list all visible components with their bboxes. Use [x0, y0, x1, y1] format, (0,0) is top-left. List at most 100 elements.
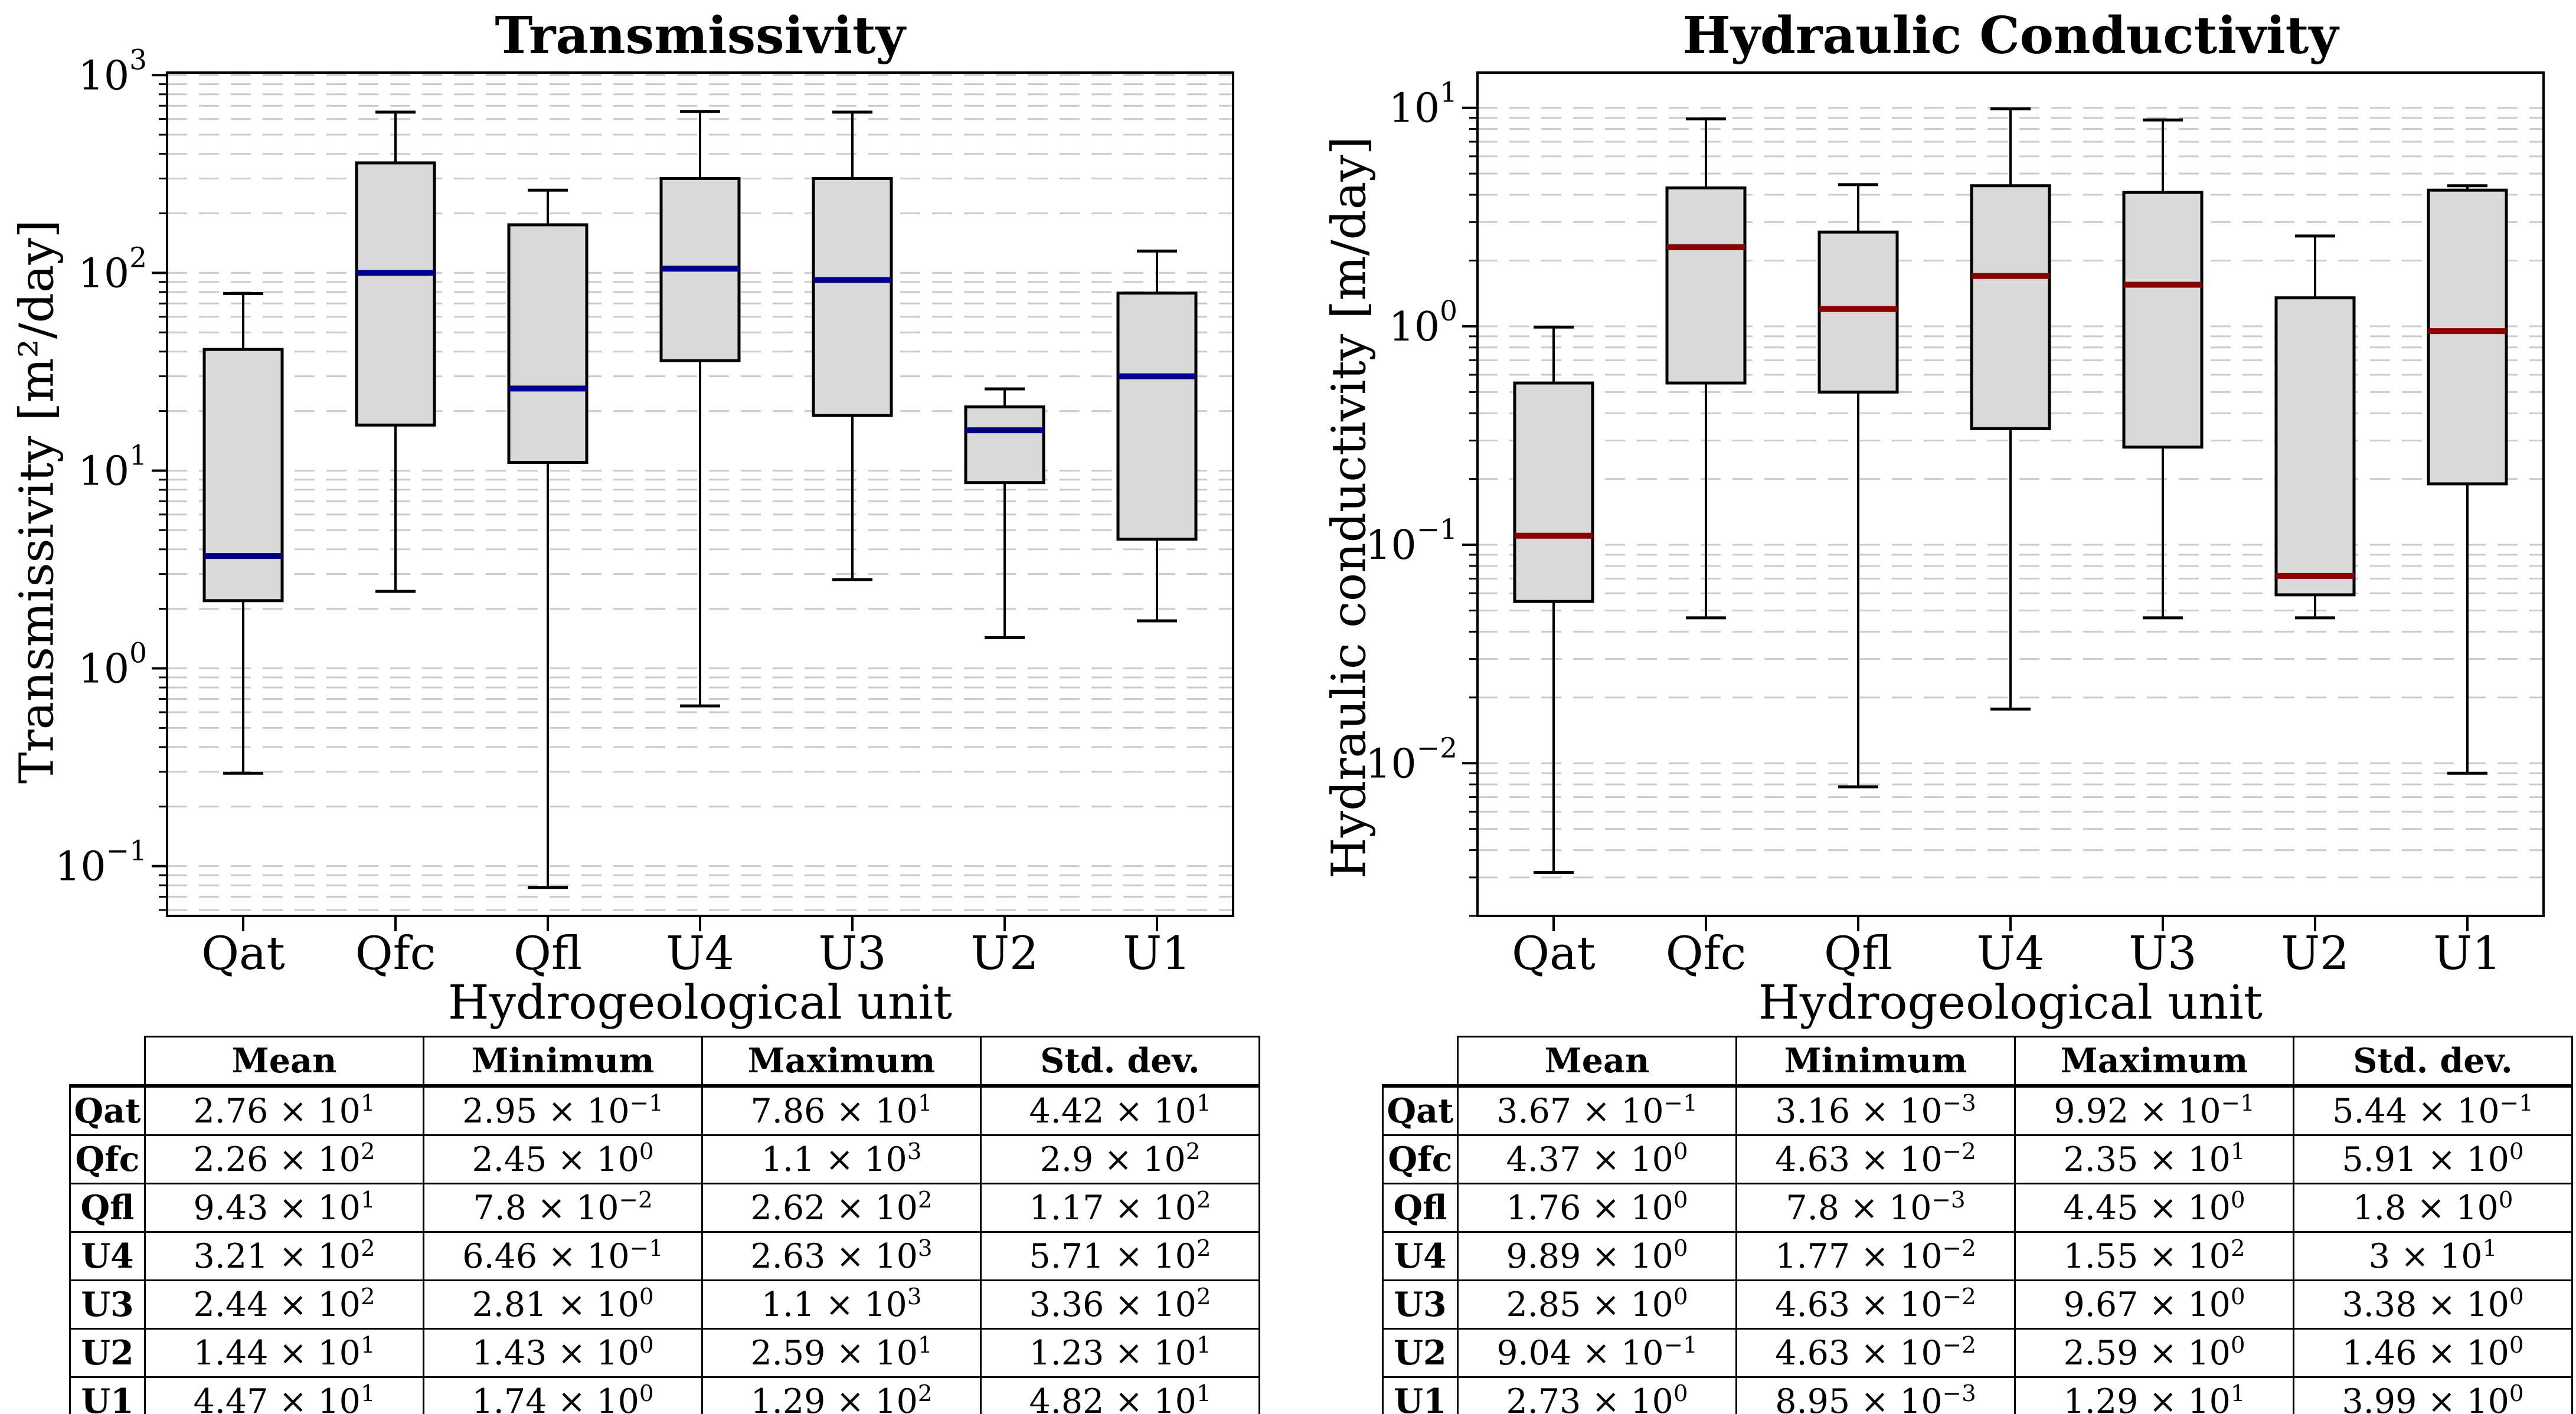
value-cell: 4.82 × 101 — [980, 1376, 1260, 1414]
iqr-box — [1513, 381, 1594, 603]
value-cell: 1.1 × 103 — [701, 1134, 982, 1184]
table-row: U4 3.21 × 102 6.46 × 10−1 2.63 × 103 5.71 × … — [69, 1231, 1260, 1281]
value-cell: 9.67 × 100 — [2014, 1279, 2294, 1330]
value-cell: 4.47 × 101 — [144, 1376, 424, 1414]
value-cell: 5.71 × 102 — [980, 1231, 1260, 1281]
boxplot-Qfc — [355, 110, 436, 593]
iqr-box — [964, 405, 1045, 485]
value-cell: 2.45 × 100 — [423, 1134, 703, 1184]
value-cell: 4.42 × 101 — [980, 1085, 1260, 1136]
row-label: Qfl — [1382, 1183, 1459, 1233]
value-cell: 2.59 × 101 — [701, 1328, 982, 1378]
value-cell: 1.23 × 101 — [980, 1328, 1260, 1378]
value-cell: 1.1 × 103 — [701, 1279, 982, 1330]
boxplot-Qat — [202, 292, 284, 775]
boxplot-U1 — [2427, 184, 2508, 775]
boxplot-U2 — [2274, 234, 2356, 620]
table-row: U3 2.85 × 100 4.63 × 10−2 9.67 × 100 3.38 × … — [1382, 1279, 2573, 1330]
x-tick-label: U1 — [2433, 927, 2501, 980]
column-header: Maximum — [2014, 1036, 2294, 1088]
value-cell: 7.86 × 101 — [701, 1085, 982, 1136]
table-row: U2 1.44 × 101 1.43 × 100 2.59 × 101 1.23 × 1… — [69, 1328, 1260, 1378]
value-cell: 5.91 × 100 — [2293, 1134, 2573, 1184]
x-tick-label: Qat — [1512, 927, 1596, 980]
x-tick-label: Qfc — [355, 927, 436, 980]
value-cell: 9.43 × 101 — [144, 1183, 424, 1233]
value-cell: 1.17 × 102 — [980, 1183, 1260, 1233]
x-tick-label: Qat — [201, 927, 285, 980]
iqr-box — [1665, 186, 1747, 385]
value-cell: 4.63 × 10−2 — [1735, 1134, 2016, 1184]
table-row: Qfl 1.76 × 100 7.8 × 10−3 4.45 × 100 1.8 × 1… — [1382, 1183, 2573, 1233]
row-label: U2 — [1382, 1328, 1459, 1378]
value-cell: 2.95 × 10−1 — [423, 1085, 703, 1136]
right-plot-title: Hydraulic Conductivity — [1682, 6, 2339, 66]
boxplot-Qfl — [1817, 183, 1899, 788]
column-header: Minimum — [423, 1036, 703, 1088]
iqr-box — [2427, 188, 2508, 486]
plot-1: 101 100 10−1 10−2 Qat Qfc Qfl U4 U3 U2 U1 — [1365, 71, 2545, 980]
value-cell: 4.63 × 10−2 — [1735, 1328, 2016, 1378]
column-header: Mean — [144, 1036, 424, 1088]
iqr-box — [1970, 184, 2051, 430]
x-tick-label: U4 — [1976, 927, 2044, 980]
row-label: U2 — [69, 1328, 146, 1378]
iqr-box — [202, 348, 284, 603]
table-row: U1 4.47 × 101 1.74 × 100 1.29 × 102 4.82 × 1… — [69, 1376, 1260, 1414]
x-tick-label: U2 — [2281, 927, 2349, 980]
table-row: U3 2.44 × 102 2.81 × 100 1.1 × 103 3.36 × 10… — [69, 1279, 1260, 1330]
row-label: Qfc — [1382, 1134, 1459, 1184]
iqr-box — [355, 161, 436, 427]
value-cell: 6.46 × 10−1 — [423, 1231, 703, 1281]
table-corner-cell — [70, 1036, 145, 1088]
iqr-box — [2274, 296, 2356, 597]
row-label: U1 — [1382, 1376, 1459, 1414]
value-cell: 8.95 × 10−3 — [1735, 1376, 2016, 1414]
iqr-box — [812, 177, 893, 417]
value-cell: 1.44 × 101 — [144, 1328, 424, 1378]
value-cell: 3.99 × 100 — [2293, 1376, 2573, 1414]
row-label: Qfc — [69, 1134, 146, 1184]
table-row: Qat 3.67 × 10−1 3.16 × 10−3 9.92 × 10−1 5.44… — [1382, 1085, 2573, 1136]
value-cell: 1.74 × 100 — [423, 1376, 703, 1414]
x-tick-label: U3 — [2129, 927, 2196, 980]
iqr-box — [1116, 292, 1198, 541]
value-cell: 4.37 × 100 — [1457, 1134, 1737, 1184]
table-row: U1 2.73 × 100 8.95 × 10−3 1.29 × 101 3.99 × … — [1382, 1376, 2573, 1414]
value-cell: 5.44 × 10−1 — [2293, 1085, 2573, 1136]
row-label: U4 — [69, 1231, 146, 1281]
value-cell: 3.67 × 10−1 — [1457, 1085, 1737, 1136]
value-cell: 3 × 101 — [2293, 1231, 2573, 1281]
boxplot-Qat — [1513, 325, 1594, 874]
column-header: Maximum — [701, 1036, 982, 1088]
value-cell: 1.76 × 100 — [1457, 1183, 1737, 1233]
value-cell: 9.04 × 10−1 — [1457, 1328, 1737, 1378]
iqr-box — [1817, 230, 1899, 394]
left-y-axis-label: Transmissivity [m²/day] — [9, 220, 64, 784]
value-cell: 2.76 × 101 — [144, 1085, 424, 1136]
plot-0: 103 102 101 100 10−1 Qat Qfc Qfl U4 U3 U2 U1 — [55, 44, 1234, 980]
transmissivity-table: Mean Minimum Maximum Std. dev. Qat 2.76 × 101… — [69, 1036, 1260, 1414]
right-stats-table: Mean Minimum Maximum Std. dev. Qat 3.67 × 10−… — [1382, 1036, 2573, 1414]
table-row: Qfc 4.37 × 100 4.63 × 10−2 2.35 × 101 5.91 ×… — [1382, 1134, 2573, 1184]
right-x-axis-label: Hydrogeological unit — [1758, 975, 2263, 1030]
table-row: Qat 2.76 × 101 2.95 × 10−1 7.86 × 101 4.42 ×… — [69, 1085, 1260, 1136]
left-plot-title: Transmissivity — [495, 6, 905, 66]
value-cell: 2.59 × 100 — [2014, 1328, 2294, 1378]
value-cell: 9.92 × 10−1 — [2014, 1085, 2294, 1136]
x-tick-label: U1 — [1123, 927, 1191, 980]
value-cell: 2.63 × 103 — [701, 1231, 982, 1281]
value-cell: 2.81 × 100 — [423, 1279, 703, 1330]
table-row: U4 9.89 × 100 1.77 × 10−2 1.55 × 102 3 × 101 — [1382, 1231, 2573, 1281]
boxplot-U3 — [2122, 118, 2204, 620]
value-cell: 9.89 × 100 — [1457, 1231, 1737, 1281]
table-corner-cell — [1382, 1036, 1458, 1088]
value-cell: 3.16 × 10−3 — [1735, 1085, 2016, 1136]
boxplot-Qfc — [1665, 117, 1747, 620]
row-label: U4 — [1382, 1231, 1459, 1281]
x-tick-label: U4 — [666, 927, 734, 980]
iqr-box — [507, 223, 589, 464]
row-label: Qfl — [69, 1183, 146, 1233]
column-header: Mean — [1457, 1036, 1737, 1088]
x-tick-label: Qfl — [514, 927, 582, 980]
